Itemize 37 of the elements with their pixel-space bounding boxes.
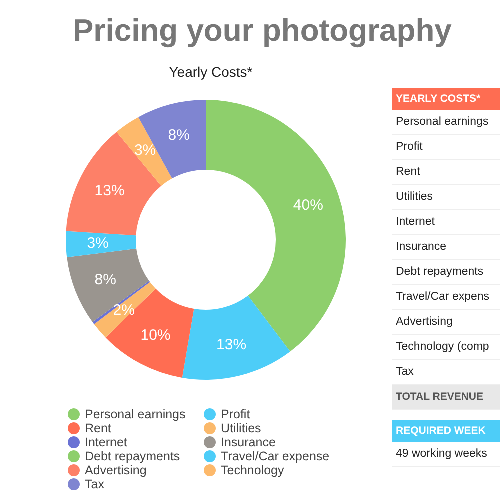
data-label: 13% [94, 182, 125, 200]
text: Internet [392, 210, 500, 235]
text: Debt repayments [392, 260, 500, 285]
data-label: 3% [134, 142, 156, 160]
legend-label: Profit [221, 408, 251, 422]
legend-label: Debt repayments [85, 450, 180, 464]
data-label: 13% [216, 336, 247, 354]
text: YEARLY COSTS* [392, 88, 500, 110]
data-label: 3% [87, 234, 109, 252]
chart-subtitle: Yearly Costs* [169, 64, 254, 80]
data-label: 40% [293, 197, 324, 214]
text: Profit [392, 135, 500, 160]
text: Advertising [392, 310, 500, 335]
legend-label: Technology [221, 464, 285, 478]
legend-label: Advertising [85, 464, 147, 478]
text: Tax [392, 360, 500, 385]
text: 49 working weeks [392, 442, 500, 467]
text: Rent [392, 160, 500, 185]
legend-label: Tax [85, 478, 106, 492]
text: Personal earnings [392, 110, 500, 135]
data-label: 10% [140, 327, 171, 344]
data-label: 2% [113, 302, 135, 319]
text: TOTAL REVENUE [392, 385, 500, 410]
legend-label: Travel/Car expense [221, 450, 330, 464]
data-label: 8% [94, 271, 116, 288]
text: Utilities [392, 185, 500, 210]
text: Technology (comp [392, 335, 500, 360]
text: REQUIRED WEEK [392, 420, 500, 442]
legend-label: Personal earnings [85, 408, 186, 422]
legend-label: Utilities [221, 422, 262, 436]
legend-label: Insurance [221, 436, 276, 450]
data-label: 8% [168, 126, 190, 144]
legend-label: Internet [85, 436, 128, 450]
text: Travel/Car expens [392, 285, 500, 310]
chart-title: Pricing your photography [73, 13, 453, 48]
text: Insurance [392, 235, 500, 260]
legend-label: Rent [85, 422, 112, 436]
